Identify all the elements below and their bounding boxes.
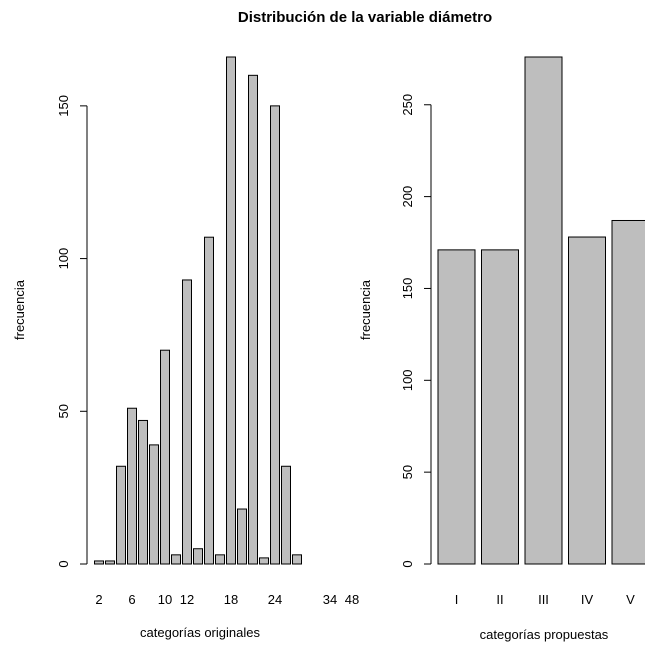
right-x-tick-label: IV	[581, 592, 594, 607]
left-y-tick-label: 0	[56, 560, 71, 567]
right-bars	[437, 56, 645, 565]
left-x-tick-label: 2	[95, 592, 102, 607]
left-bar-32	[259, 557, 269, 565]
right-x-tick-label: I	[455, 592, 459, 607]
right-x-tick-label: II	[496, 592, 503, 607]
right-bar-IV	[568, 236, 606, 565]
right-bar-V	[611, 219, 645, 565]
right-y-tick-label: 200	[400, 186, 415, 208]
left-x-tick-label: 24	[268, 592, 282, 607]
left-bar-18	[182, 279, 192, 565]
left-bar-4	[105, 560, 115, 565]
left-bar-8	[127, 407, 137, 565]
right-x-tick-label: V	[626, 592, 635, 607]
left-bar-34	[270, 105, 280, 565]
right-bar-III	[524, 56, 563, 565]
left-bar-6	[116, 465, 126, 565]
right-bar-II	[481, 249, 519, 565]
right-bar-I	[437, 249, 476, 565]
left-y-tick-label: 100	[56, 248, 71, 270]
left-bar-22	[204, 236, 214, 565]
left-x-tick-label: 48	[345, 592, 359, 607]
left-bar-36	[281, 465, 291, 565]
left-bar-2	[94, 560, 104, 565]
right-y-tick-label: 50	[400, 465, 415, 479]
right-x-tick-labels: I II III IV V	[455, 592, 635, 607]
chart-title: Distribución de la variable diámetro	[238, 9, 492, 26]
right-y-tick-label: 150	[400, 278, 415, 300]
left-x-tick-labels: 2 6 10 12 18 24 34 48	[95, 592, 359, 607]
left-y-tick-label: 50	[56, 404, 71, 418]
left-bar-20	[193, 548, 203, 565]
left-x-tick-label: 12	[180, 592, 194, 607]
left-bar-38	[292, 554, 302, 565]
left-bar-24	[215, 554, 225, 565]
left-y-tick-label: 150	[56, 95, 71, 117]
right-y-axis: 0 50 100 150 200 250	[400, 94, 432, 568]
left-x-tick-label: 18	[224, 592, 238, 607]
right-x-tick-label: III	[538, 592, 549, 607]
left-bar-26	[226, 56, 236, 565]
right-y-tick-label: 100	[400, 369, 415, 391]
right-x-axis-label: categorías propuestas	[480, 627, 609, 642]
left-bar-16	[171, 554, 181, 565]
left-y-axis-label: frecuencia	[12, 279, 27, 340]
left-x-tick-label: 6	[128, 592, 135, 607]
left-x-tick-label: 10	[158, 592, 172, 607]
right-y-axis-label: frecuencia	[358, 279, 373, 340]
left-y-axis: 0 50 100 150	[56, 95, 88, 568]
left-bar-10	[138, 419, 148, 565]
left-x-tick-label: 34	[323, 592, 337, 607]
left-bars	[94, 56, 302, 565]
left-bar-30	[248, 74, 258, 565]
left-x-axis-label: categorías originales	[140, 625, 260, 640]
left-bar-28	[237, 508, 247, 565]
right-y-tick-label: 0	[400, 560, 415, 567]
left-bar-14	[160, 349, 170, 565]
right-y-tick-label: 250	[400, 94, 415, 116]
left-panel: 0 50 100 150 2 6 10 12 18 24 34 48 categorías orig…	[12, 56, 359, 640]
left-bar-12	[149, 444, 159, 565]
